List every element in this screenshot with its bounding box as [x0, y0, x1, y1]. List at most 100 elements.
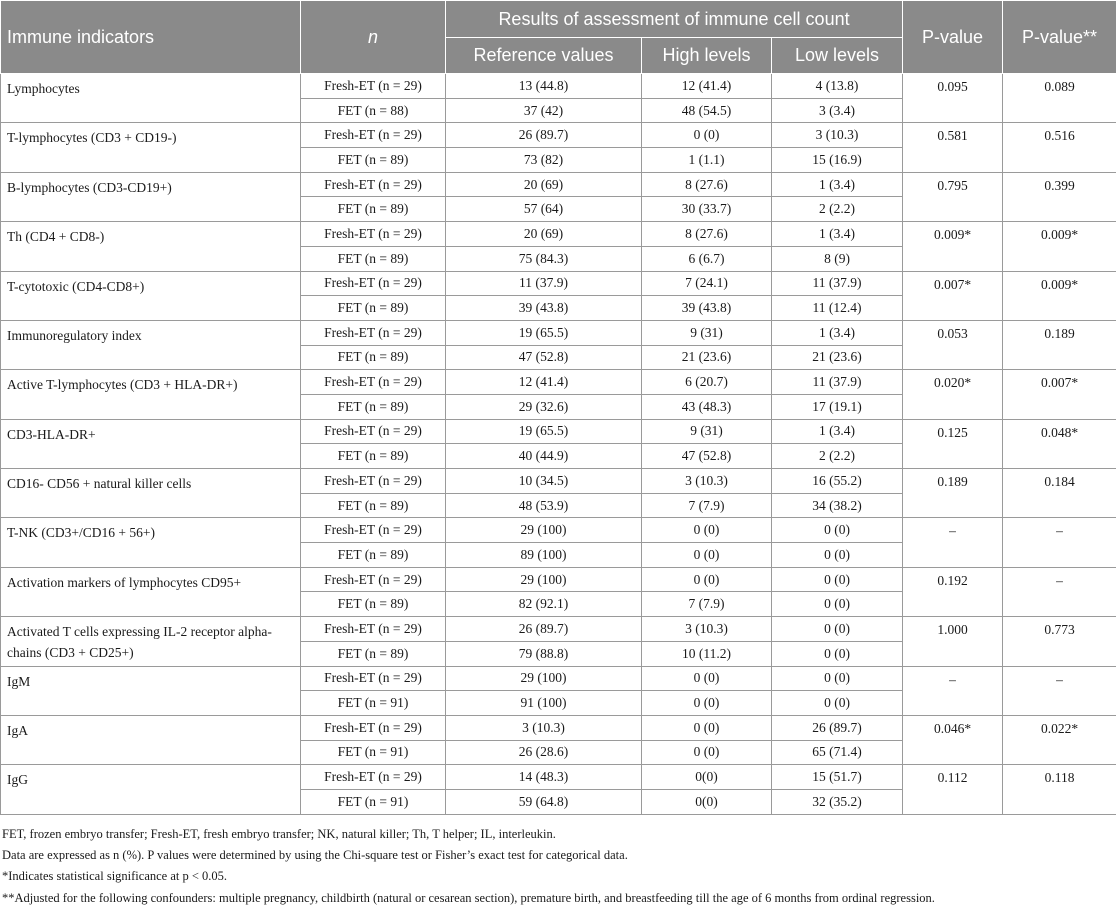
indicator-cell: T-lymphocytes (CD3 + CD19-) — [0, 122, 301, 173]
group-cell: Fresh-ET (n = 29) — [300, 665, 446, 692]
group-cell: Fresh-ET (n = 29) — [300, 714, 446, 741]
header-pvalue: P-value — [902, 0, 1004, 74]
high-level-cell: 7 (7.9) — [641, 492, 772, 519]
pvalue-adjusted-cell: 0.118 — [1002, 764, 1116, 815]
reference-value-cell: 39 (43.8) — [445, 295, 642, 321]
group-cell: FET (n = 89) — [300, 591, 446, 618]
table-row: FET (n = 89) 75 (84.3) 6 (6.7) 8 (9) — [1, 245, 1116, 272]
indicator-cell: Active T-lymphocytes (CD3 + HLA-DR+) — [0, 369, 301, 420]
reference-value-cell: 57 (64) — [445, 196, 642, 223]
pvalue-adjusted-cell: 0.189 — [1002, 319, 1116, 371]
table-row: T-NK (CD3+/CD16 + 56+) Fresh-ET (n = 29) 2… — [0, 517, 1116, 568]
indicator-cell: Immunoregulatory index — [0, 319, 301, 371]
indicator-cell: Activated T cells expressing IL-2 recept… — [0, 616, 301, 667]
pvalue-cell: 0.192 — [902, 566, 1004, 618]
group-cell: Fresh-ET (n = 29) — [300, 369, 446, 395]
pvalue-adjusted-cell: 0.184 — [1002, 467, 1116, 519]
table-row: CD16- CD56 + natural killer cells Fresh-E… — [0, 467, 1116, 519]
low-level-cell: 0 (0) — [770, 690, 904, 716]
low-level-cell: 34 (38.2) — [770, 492, 904, 519]
group-cell: FET (n = 89) — [300, 245, 446, 272]
group-cell: FET (n = 88) — [300, 97, 446, 124]
group-cell: FET (n = 89) — [300, 492, 446, 519]
pvalue-adjusted-cell: 0.399 — [1002, 171, 1116, 223]
group-cell: Fresh-ET (n = 29) — [300, 418, 446, 445]
footnote-data-expression: Data are expressed as n (%). P values we… — [2, 847, 628, 862]
high-level-cell: 21 (23.6) — [641, 344, 772, 371]
table-row: T-lymphocytes (CD3 + CD19-) Fresh-ET (n =… — [0, 122, 1116, 173]
high-level-cell: 0 (0) — [641, 739, 772, 766]
high-level-cell: 47 (52.8) — [641, 443, 772, 469]
table-header: Immune indicators n Results of assessmen… — [0, 0, 1116, 74]
pvalue-cell: 1.000 — [902, 616, 1004, 667]
header-indicator: Immune indicators — [0, 0, 301, 74]
high-level-cell: 6 (20.7) — [641, 369, 772, 395]
indicator-cell: T-cytotoxic (CD4-CD8+) — [0, 270, 301, 321]
low-level-cell: 0 (0) — [770, 566, 904, 593]
reference-value-cell: 26 (89.7) — [445, 122, 642, 149]
header-pvalue-adjusted: P-value** — [1002, 0, 1116, 74]
pvalue-adjusted-cell: 0.516 — [1002, 122, 1116, 173]
low-level-cell: 0 (0) — [770, 591, 904, 618]
header-reference-values: Reference values — [445, 37, 642, 74]
group-cell: Fresh-ET (n = 29) — [300, 221, 446, 247]
group-cell: FET (n = 91) — [300, 690, 446, 716]
pvalue-cell: 0.189 — [902, 467, 1004, 519]
group-cell: Fresh-ET (n = 29) — [300, 122, 446, 149]
group-cell: Fresh-ET (n = 29) — [300, 764, 446, 790]
group-cell: Fresh-ET (n = 29) — [300, 319, 446, 346]
high-level-cell: 3 (10.3) — [641, 616, 772, 642]
reference-value-cell: 20 (69) — [445, 221, 642, 247]
header-high-levels: High levels — [641, 37, 772, 74]
table-row: FET (n = 89) 47 (52.8) 21 (23.6) 21 (23.6) — [1, 344, 1116, 371]
high-level-cell: 8 (27.6) — [641, 221, 772, 247]
low-level-cell: 32 (35.2) — [770, 788, 904, 815]
group-cell: Fresh-ET (n = 29) — [300, 566, 446, 593]
reference-value-cell: 14 (48.3) — [445, 764, 642, 790]
high-level-cell: 0 (0) — [641, 665, 772, 692]
table-row: Immunoregulatory index Fresh-ET (n = 29) 1… — [0, 319, 1116, 371]
low-level-cell: 11 (37.9) — [770, 270, 904, 297]
group-cell: Fresh-ET (n = 29) — [300, 517, 446, 544]
indicator-cell: CD16- CD56 + natural killer cells — [0, 467, 301, 519]
high-level-cell: 12 (41.4) — [641, 73, 772, 99]
pvalue-cell: 0.795 — [902, 171, 1004, 223]
pvalue-cell: 0.046* — [902, 714, 1004, 766]
high-level-cell: 30 (33.7) — [641, 196, 772, 223]
indicator-cell: IgM — [0, 665, 301, 716]
table-footnotes: FET, frozen embryo transfer; Fresh-ET, f… — [0, 815, 1116, 909]
group-cell: Fresh-ET (n = 29) — [300, 616, 446, 642]
high-level-cell: 6 (6.7) — [641, 245, 772, 272]
low-level-cell: 1 (3.4) — [770, 171, 904, 198]
indicator-cell: IgA — [0, 714, 301, 766]
low-level-cell: 2 (2.2) — [770, 443, 904, 469]
indicator-cell: T-NK (CD3+/CD16 + 56+) — [0, 517, 301, 568]
table-row: FET (n = 88) 37 (42) 48 (54.5) 3 (3.4) — [1, 97, 1116, 124]
pvalue-adjusted-cell: 0.089 — [1002, 72, 1116, 124]
high-level-cell: 0 (0) — [641, 542, 772, 568]
group-cell: FET (n = 89) — [300, 196, 446, 223]
low-level-cell: 21 (23.6) — [770, 344, 904, 371]
high-level-cell: 3 (10.3) — [641, 468, 772, 494]
high-level-cell: 10 (11.2) — [641, 640, 772, 667]
low-level-cell: 1 (3.4) — [770, 319, 904, 346]
group-cell: Fresh-ET (n = 29) — [300, 73, 446, 99]
pvalue-adjusted-cell: 0.022* — [1002, 714, 1116, 766]
table-row: Activated T cells expressing IL-2 recept… — [0, 616, 1116, 667]
reference-value-cell: 20 (69) — [445, 171, 642, 198]
low-level-cell: 4 (13.8) — [770, 73, 904, 99]
high-level-cell: 1 (1.1) — [641, 147, 772, 173]
low-level-cell: 0 (0) — [770, 517, 904, 544]
pvalue-adjusted-cell: 0.009* — [1002, 221, 1116, 272]
reference-value-cell: 40 (44.9) — [445, 443, 642, 469]
table-row: Lymphocytes Fresh-ET (n = 29) 13 (44.8) 12 … — [0, 72, 1116, 124]
low-level-cell: 0 (0) — [770, 640, 904, 667]
low-level-cell: 3 (10.3) — [770, 122, 904, 149]
low-level-cell: 11 (12.4) — [770, 295, 904, 321]
footnote-significance: *Indicates statistical significance at p… — [2, 869, 228, 884]
pvalue-adjusted-cell: 0.009* — [1002, 270, 1116, 321]
reference-value-cell: 11 (37.9) — [445, 270, 642, 297]
table-row: CD3-HLA-DR+ Fresh-ET (n = 29) 19 (65.5) 9 (… — [0, 418, 1116, 470]
high-level-cell: 0(0) — [641, 788, 772, 815]
